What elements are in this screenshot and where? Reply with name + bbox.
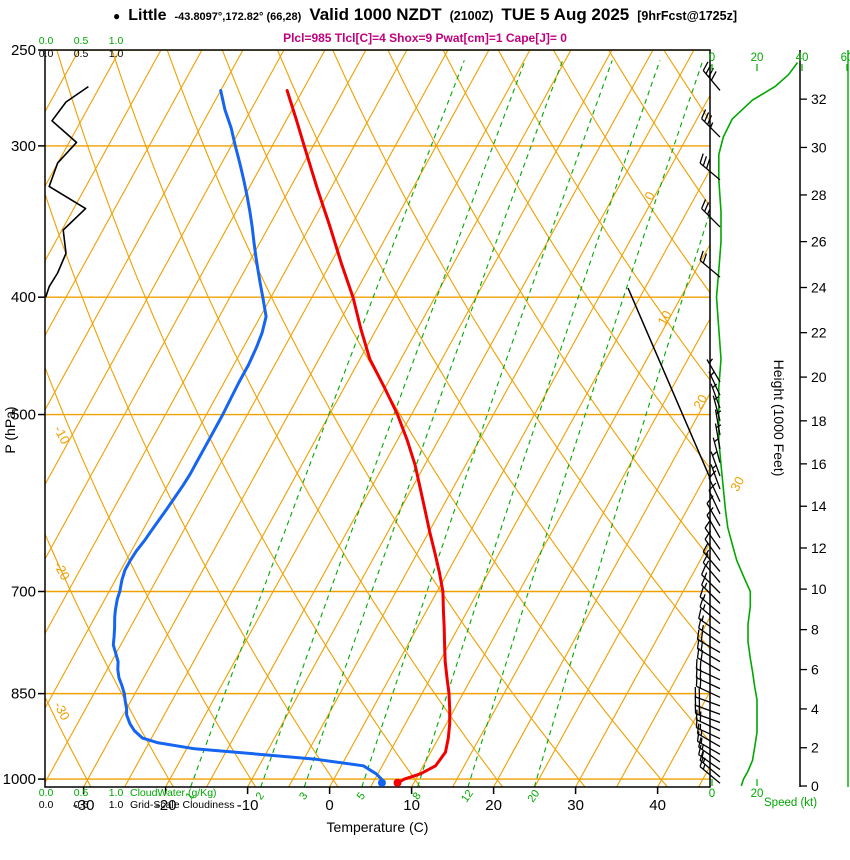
svg-text:32: 32	[811, 91, 827, 107]
valid-date: TUE 5 Aug 2025	[501, 5, 630, 24]
svg-text:20: 20	[751, 788, 764, 800]
chart-header: ● Little -43.8097°,172.82° (66,28) Valid…	[0, 5, 850, 25]
svg-text:12: 12	[811, 540, 827, 556]
svg-text:3: 3	[297, 790, 310, 802]
svg-text:Temperature (C): Temperature (C)	[327, 819, 429, 835]
svg-text:400: 400	[11, 289, 36, 306]
svg-text:0: 0	[709, 52, 715, 64]
svg-text:0.5: 0.5	[74, 787, 89, 799]
station-marker-icon: ●	[113, 9, 121, 23]
isotherm-labels: 0 10 20 30 -10 -20 -30	[51, 189, 747, 723]
svg-text:12: 12	[459, 788, 476, 805]
svg-text:0.0: 0.0	[39, 48, 54, 60]
mixing-ratio-labels: 1 2 3 5 8 12 20	[183, 788, 542, 805]
svg-text:24: 24	[811, 280, 827, 296]
svg-text:0.5: 0.5	[74, 799, 89, 811]
svg-text:0: 0	[811, 778, 819, 794]
svg-text:-10: -10	[237, 797, 259, 814]
cloud-fraction-curve	[45, 85, 89, 298]
valid-time-z: (2100Z)	[449, 9, 494, 23]
svg-text:30: 30	[567, 797, 584, 814]
svg-text:2: 2	[811, 740, 819, 756]
svg-text:300: 300	[11, 138, 36, 155]
temperature-axis: -30 -20 -10 0 10 20 30 40 Temperature (C)	[73, 787, 666, 835]
svg-text:-30: -30	[73, 797, 95, 814]
svg-text:700: 700	[11, 584, 36, 601]
svg-text:22: 22	[811, 325, 827, 341]
speed-axis: 0204060020Speed (kt)	[709, 50, 850, 809]
svg-text:16: 16	[811, 456, 827, 472]
svg-text:30: 30	[727, 474, 747, 494]
svg-text:14: 14	[811, 498, 827, 514]
stability-indices: Plcl=985 Tlcl[C]=4 Shox=9 Pwat[cm]=1 Cap…	[283, 31, 567, 45]
svg-text:0.0: 0.0	[39, 799, 54, 811]
dewpoint-curve	[111, 89, 386, 787]
svg-text:4: 4	[811, 701, 819, 717]
svg-text:-10: -10	[51, 423, 73, 447]
svg-text:18: 18	[811, 413, 827, 429]
wind-barbs	[694, 61, 722, 784]
svg-text:0: 0	[641, 189, 658, 203]
svg-text:10: 10	[654, 308, 674, 328]
svg-text:250: 250	[11, 42, 36, 59]
cloudwater-scale: 0.00.00.00.00.50.50.50.51.01.01.01.0Clou…	[39, 35, 235, 811]
svg-text:Speed (kt): Speed (kt)	[764, 797, 817, 809]
svg-text:CloudWater (g/Kg): CloudWater (g/Kg)	[130, 787, 217, 799]
forecast-info: [9hrFcst@1725z]	[637, 9, 737, 23]
svg-text:500: 500	[11, 407, 36, 424]
svg-text:8: 8	[811, 622, 819, 638]
svg-text:10: 10	[403, 797, 420, 814]
svg-text:28: 28	[811, 187, 827, 203]
svg-text:10: 10	[811, 581, 827, 597]
svg-text:Height (1000 Feet): Height (1000 Feet)	[771, 360, 787, 477]
plot-frame	[44, 49, 711, 788]
svg-text:0: 0	[709, 788, 715, 800]
temperature-curve	[285, 89, 452, 787]
svg-text:20: 20	[690, 392, 710, 412]
skewt-grid	[45, 50, 710, 787]
svg-text:20: 20	[811, 369, 827, 385]
svg-text:Grid-Scale Cloudiness: Grid-Scale Cloudiness	[130, 799, 234, 811]
svg-text:0: 0	[325, 797, 333, 814]
svg-text:-30: -30	[51, 699, 73, 723]
svg-text:40: 40	[796, 52, 809, 64]
svg-text:0.5: 0.5	[74, 35, 89, 47]
svg-text:20: 20	[751, 52, 764, 64]
svg-text:2: 2	[254, 790, 267, 802]
pressure-axis: 250 300 400 500 700 850 1000 P (hPa)	[2, 42, 45, 788]
svg-text:6: 6	[811, 662, 819, 678]
svg-text:0.0: 0.0	[39, 787, 54, 799]
svg-text:8: 8	[410, 790, 423, 802]
svg-text:20: 20	[525, 788, 542, 805]
svg-text:60: 60	[841, 52, 850, 64]
station-name: Little	[128, 7, 167, 24]
svg-text:26: 26	[811, 234, 827, 250]
svg-text:-20: -20	[155, 797, 177, 814]
svg-text:1: 1	[183, 790, 196, 802]
svg-text:1000: 1000	[3, 771, 36, 788]
svg-text:40: 40	[649, 797, 666, 814]
svg-text:30: 30	[811, 139, 827, 155]
svg-text:5: 5	[355, 790, 368, 802]
svg-text:P (hPa): P (hPa)	[2, 406, 18, 453]
wind-speed-curve	[715, 62, 799, 787]
svg-text:20: 20	[485, 797, 502, 814]
svg-text:850: 850	[11, 686, 36, 703]
svg-text:1.0: 1.0	[109, 48, 124, 60]
station-coords: -43.8097°,172.82° (66,28)	[174, 11, 302, 23]
svg-text:-20: -20	[51, 559, 73, 583]
valid-time: Valid 1000 NZDT	[309, 5, 442, 24]
mixing-ratio-lines	[190, 60, 710, 787]
svg-text:0.0: 0.0	[39, 35, 54, 47]
svg-text:1.0: 1.0	[109, 35, 124, 47]
svg-text:1.0: 1.0	[109, 799, 124, 811]
svg-text:1.0: 1.0	[109, 787, 124, 799]
svg-text:0.5: 0.5	[74, 48, 89, 60]
